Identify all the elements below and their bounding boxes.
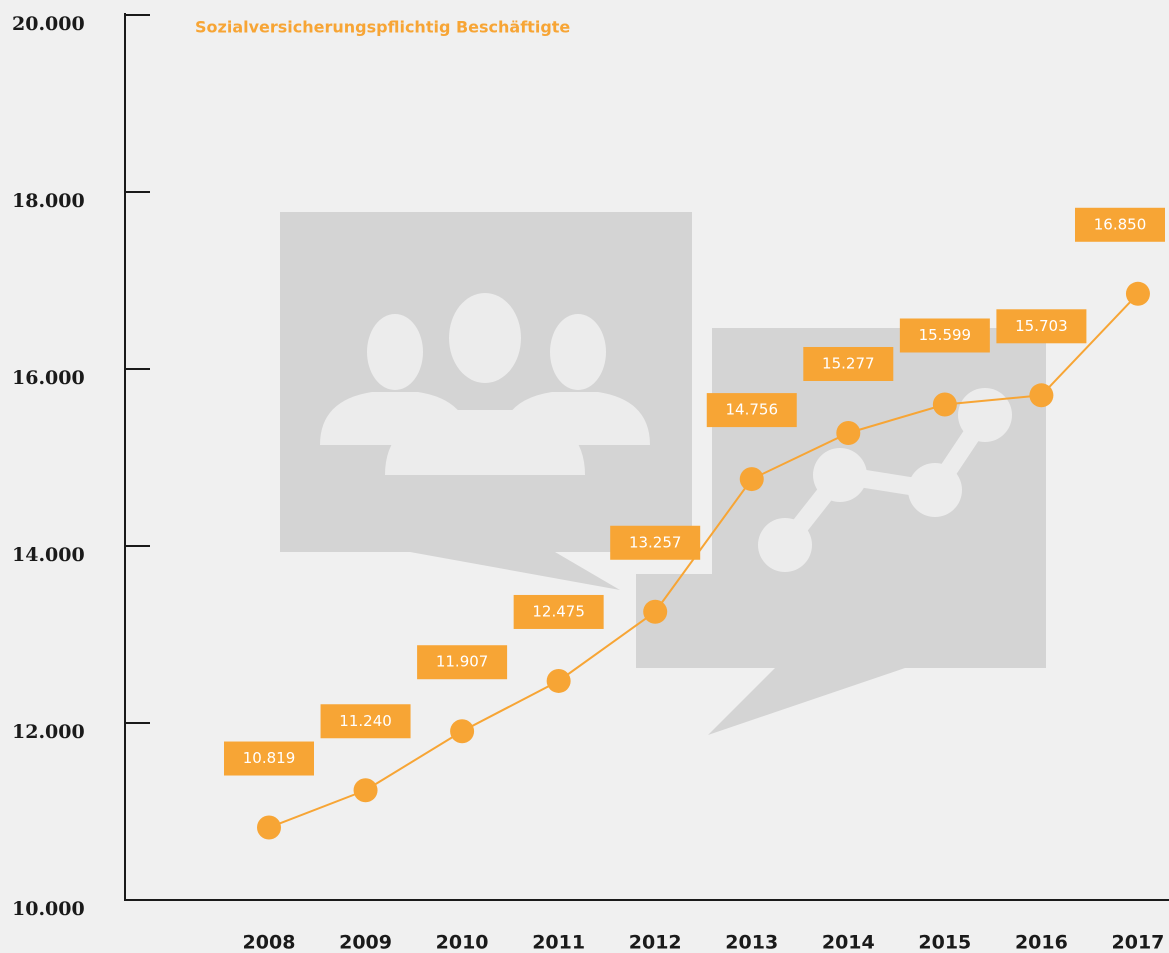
point bbox=[739, 467, 764, 492]
value-label: 15.703 bbox=[1015, 317, 1068, 335]
x-tick-label: 2017 bbox=[1112, 932, 1165, 953]
value-label-box bbox=[417, 645, 508, 680]
point bbox=[1029, 383, 1054, 408]
y-tick-label: 14.000 bbox=[12, 544, 85, 566]
y-tick-label: 16.000 bbox=[12, 367, 85, 389]
value-label-box bbox=[803, 346, 894, 381]
point bbox=[546, 668, 571, 693]
point bbox=[1125, 281, 1150, 306]
x-tick-label: 2008 bbox=[243, 932, 296, 953]
people-icon bbox=[320, 293, 650, 475]
value-label: 15.599 bbox=[919, 326, 972, 344]
value-label: 13.257 bbox=[629, 533, 682, 551]
y-tick-label: 18.000 bbox=[12, 190, 85, 212]
x-tick-label: 2015 bbox=[918, 932, 971, 953]
chart-title: Sozialversicherungspflichtig Beschäftigt… bbox=[195, 18, 570, 37]
value-label: 14.756 bbox=[726, 401, 779, 419]
point bbox=[353, 778, 378, 803]
value-label-box bbox=[610, 525, 701, 560]
x-tick-label: 2010 bbox=[436, 932, 489, 953]
value-label-box bbox=[224, 741, 314, 776]
value-label-box bbox=[1075, 207, 1165, 242]
y-tick-label: 20.000 bbox=[12, 13, 85, 35]
value-label: 15.277 bbox=[822, 354, 875, 372]
value-label: 16.850 bbox=[1094, 215, 1147, 233]
x-tick-label: 2014 bbox=[822, 932, 875, 953]
x-tick-label: 2016 bbox=[1015, 932, 1068, 953]
point bbox=[836, 420, 861, 445]
value-label: 10.819 bbox=[243, 749, 296, 767]
speech-bubble bbox=[636, 328, 1046, 735]
value-label-box bbox=[320, 704, 411, 739]
value-label-box bbox=[513, 594, 604, 629]
y-tick-label: 10.000 bbox=[12, 898, 85, 920]
value-label-box bbox=[899, 318, 990, 353]
value-label: 11.240 bbox=[339, 712, 392, 730]
x-tick-label: 2011 bbox=[532, 932, 585, 953]
speech-bubble bbox=[280, 212, 692, 590]
value-label: 11.907 bbox=[436, 653, 489, 671]
point bbox=[932, 392, 957, 417]
point bbox=[450, 719, 475, 744]
point bbox=[257, 815, 281, 840]
point bbox=[643, 599, 668, 624]
x-tick-label: 2009 bbox=[339, 932, 392, 953]
x-tick-label: 2012 bbox=[629, 932, 682, 953]
x-tick-label: 2013 bbox=[725, 932, 778, 953]
value-label: 12.475 bbox=[532, 602, 585, 620]
value-label-box bbox=[706, 393, 797, 428]
value-label-box bbox=[996, 309, 1087, 344]
y-tick-label: 12.000 bbox=[12, 721, 85, 743]
line bbox=[268, 293, 1139, 829]
